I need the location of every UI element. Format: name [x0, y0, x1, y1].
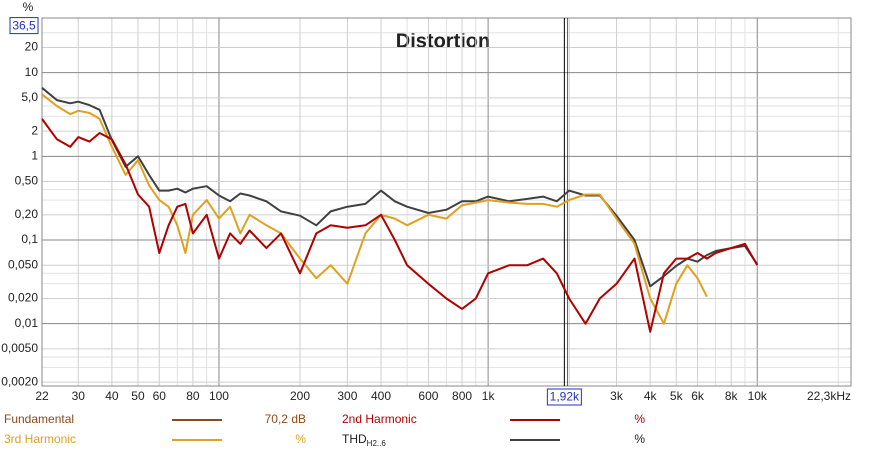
cursor-box: [546, 388, 582, 406]
x-tick-label: 3k: [610, 389, 624, 403]
series-line: [41, 87, 759, 288]
y-tick-label: 20: [25, 40, 39, 54]
x-tick-label: 600: [418, 389, 438, 403]
x-tick-label: 200: [290, 389, 310, 403]
y-tick-label: 0,0050: [1, 341, 38, 355]
x-tick-label: 6k: [691, 389, 705, 403]
cursor-box: [9, 17, 39, 35]
x-tick-label: 10k: [748, 389, 768, 403]
x-tick-label: 30: [72, 389, 86, 403]
x-tick-label: 800: [452, 389, 472, 403]
x-tick-label: 300: [337, 389, 357, 403]
y-tick-label: 1: [31, 149, 38, 163]
x-tick-label: 22: [35, 389, 49, 403]
y-tick-label: 5,0: [21, 90, 38, 104]
y-tick-label: 0,050: [8, 257, 38, 271]
legend-label: Fundamental: [4, 412, 74, 426]
y-tick-label: 0,0020: [1, 374, 38, 388]
legend-readout: %: [634, 412, 645, 426]
cursor-y-label: 36,5: [12, 18, 36, 32]
chart-title: Distortion: [396, 30, 490, 52]
x-tick-label: 50: [131, 389, 145, 403]
x-tick-label: 8k: [725, 389, 739, 403]
y-tick-label: 2: [31, 123, 38, 137]
legend-name: THD: [342, 432, 367, 446]
y-tick-label: 0,1: [21, 232, 38, 246]
legend-name: 2nd Harmonic: [342, 412, 417, 426]
x-tick-label: 100: [209, 389, 229, 403]
y-tick-label: 0,020: [8, 291, 38, 305]
x-tick-label: 22,3kHz: [807, 389, 851, 403]
legend-sub: H2..6: [367, 439, 387, 448]
x-tick-label: 4k: [644, 389, 658, 403]
y-tick-label: 10: [25, 65, 39, 79]
y-unit: %: [23, 0, 34, 14]
y-tick-label: 0,20: [15, 207, 39, 221]
legend-name: Fundamental: [4, 412, 74, 426]
legend-readout: %: [634, 432, 645, 446]
legend-readout: %: [295, 432, 306, 446]
x-tick-label: 60: [153, 389, 167, 403]
y-tick-label: 0,01: [15, 316, 39, 330]
x-tick-label: 1k: [482, 389, 496, 403]
plot-frame: [41, 17, 852, 387]
legend-label: THDH2..6: [342, 432, 386, 448]
y-tick-label: 0,50: [15, 174, 39, 188]
x-tick-label: 80: [186, 389, 200, 403]
x-tick-label: 400: [371, 389, 391, 403]
series-line: [41, 118, 759, 333]
x-tick-label: 5k: [670, 389, 684, 403]
x-tick-label: 40: [105, 389, 119, 403]
legend-label: 2nd Harmonic: [342, 412, 417, 426]
legend-label: 3rd Harmonic: [4, 432, 76, 446]
series-line: [41, 93, 708, 325]
cursor-x-label: 1,92k: [550, 390, 580, 404]
legend-readout: 70,2 dB: [265, 412, 306, 426]
legend-name: 3rd Harmonic: [4, 432, 76, 446]
